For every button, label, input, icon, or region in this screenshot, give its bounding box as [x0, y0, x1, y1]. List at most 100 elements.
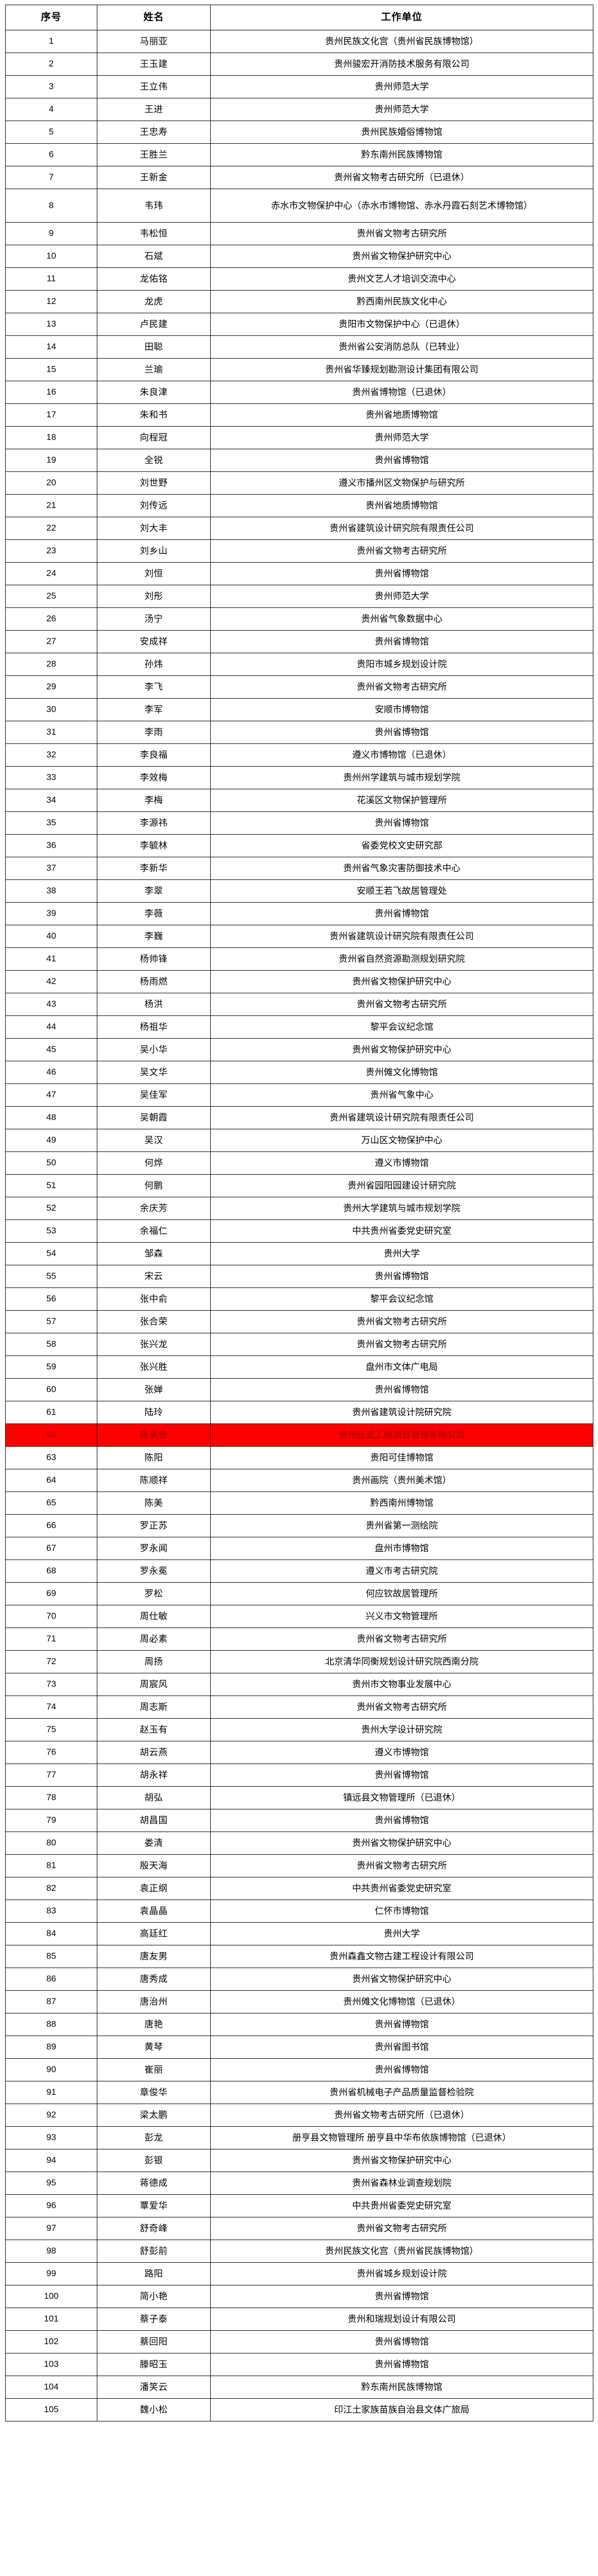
table-row[interactable]: 77 胡永祥 贵州省博物馆 — [5, 1764, 593, 1787]
table-row[interactable]: 96 覃爱华 中共贵州省委党史研究室 — [5, 2194, 593, 2217]
table-row[interactable]: 27 安成祥 贵州省博物馆 — [5, 630, 593, 653]
table-row[interactable]: 29 李飞 贵州省文物考古研究所 — [5, 675, 593, 699]
table-row[interactable]: 44 杨祖华 黎平会议纪念馆 — [5, 1015, 593, 1039]
table-row[interactable]: 16 朱良津 贵州省博物馆（已退休） — [5, 381, 593, 404]
table-row[interactable]: 66 罗正苏 贵州省第一测绘院 — [5, 1514, 593, 1537]
table-row[interactable]: 24 刘恒 贵州省博物馆 — [5, 562, 593, 585]
table-row[interactable]: 47 吴佳军 贵州省气象中心 — [5, 1083, 593, 1107]
table-row[interactable]: 25 刘彤 贵州师范大学 — [5, 585, 593, 608]
table-row[interactable]: 42 杨雨燃 贵州省文物保护研究中心 — [5, 970, 593, 993]
table-row[interactable]: 97 舒奇峰 贵州省文物考古研究所 — [5, 2217, 593, 2240]
table-row[interactable]: 22 刘大丰 贵州省建筑设计研究院有限责任公司 — [5, 517, 593, 540]
table-row[interactable]: 10 石斌 贵州省文物保护研究中心 — [5, 245, 593, 268]
table-row[interactable]: 69 罗松 何应钦故居管理所 — [5, 1582, 593, 1605]
table-row[interactable]: 88 唐艳 贵州省博物馆 — [5, 2013, 593, 2036]
table-row[interactable]: 35 李源祎 贵州省博物馆 — [5, 811, 593, 835]
table-row[interactable]: 31 李雨 贵州省博物馆 — [5, 721, 593, 744]
table-row[interactable]: 90 崔丽 贵州省博物馆 — [5, 2058, 593, 2081]
table-row[interactable]: 37 李新华 贵州省气象灾害防御技术中心 — [5, 857, 593, 880]
table-row[interactable]: 12 龙虎 黔西南州民族文化中心 — [5, 290, 593, 313]
table-row[interactable]: 82 袁正纲 中共贵州省委党史研究室 — [5, 1877, 593, 1900]
table-row[interactable]: 98 舒彭前 贵州民族文化宫（贵州省民族博物馆） — [5, 2240, 593, 2263]
table-row[interactable]: 51 何鹏 贵州省园阳园建设计研究院 — [5, 1174, 593, 1197]
table-row[interactable]: 85 唐友男 贵州森鑫文物古建工程设计有限公司 — [5, 1945, 593, 1968]
table-row[interactable]: 41 杨帅锋 贵州省自然资源勘测规划研究院 — [5, 947, 593, 971]
table-row[interactable]: 23 刘乡山 贵州省文物考古研究所 — [5, 539, 593, 563]
table-row[interactable]: 78 胡弘 镇远县文物管理所（已退休） — [5, 1786, 593, 1809]
table-row[interactable]: 54 邹森 贵州大学 — [5, 1242, 593, 1265]
table-row[interactable]: 81 殷天海 贵州省文物考古研究所 — [5, 1854, 593, 1877]
table-row[interactable]: 100 简小艳 贵州省博物馆 — [5, 2285, 593, 2308]
table-row[interactable]: 102 蔡回阳 贵州省博物馆 — [5, 2330, 593, 2353]
table-row[interactable]: 103 滕昭玉 贵州省博物馆 — [5, 2353, 593, 2376]
table-row[interactable]: 52 余庆芳 贵州大学建筑与城市规划学院 — [5, 1197, 593, 1220]
table-row[interactable]: 6 王胜兰 黔东南州民族博物馆 — [5, 143, 593, 166]
table-row[interactable]: 60 张婵 贵州省博物馆 — [5, 1378, 593, 1401]
table-row[interactable]: 65 陈美 黔西南州博物馆 — [5, 1492, 593, 1515]
table-row[interactable]: 46 吴文华 贵州傩文化博物馆 — [5, 1061, 593, 1084]
table-row[interactable]: 43 杨洪 贵州省文物考古研究所 — [5, 993, 593, 1016]
table-row[interactable]: 1 马丽亚 贵州民族文化宫（贵州省民族博物馆） — [5, 30, 593, 53]
table-row[interactable]: 68 罗永冕 遵义市考古研究院 — [5, 1560, 593, 1583]
table-row[interactable]: 53 余福仁 中共贵州省委党史研究室 — [5, 1219, 593, 1243]
table-row[interactable]: 13 卢民建 贵阳市文物保护中心（已退休） — [5, 313, 593, 336]
table-row[interactable]: 93 彭龙 册亨县文物管理所 册亨县中华布依族博物馆（已退休） — [5, 2126, 593, 2149]
table-row[interactable]: 91 章俊华 贵州省机械电子产品质量监督检验院 — [5, 2081, 593, 2104]
table-row[interactable]: 26 汤宁 贵州省气象数据中心 — [5, 607, 593, 631]
table-row[interactable]: 70 周仕敏 兴义市文物管理所 — [5, 1605, 593, 1628]
table-row[interactable]: 5 王忠寿 贵州民族婚俗博物馆 — [5, 121, 593, 144]
table-row[interactable]: 36 李毓林 省委党校文史研究部 — [5, 834, 593, 857]
table-row[interactable]: 99 路阳 贵州省城乡规划设计院 — [5, 2262, 593, 2285]
table-row[interactable]: 30 李军 安顺市博物馆 — [5, 698, 593, 721]
table-row[interactable]: 62 陈英会 贵州弘波工程项目管理有限公司 — [5, 1423, 593, 1447]
table-row[interactable]: 83 袁晶晶 仁怀市博物馆 — [5, 1900, 593, 1923]
table-row[interactable]: 28 孙炜 贵阳市城乡规划设计院 — [5, 653, 593, 676]
table-row[interactable]: 61 陆玲 贵州省建筑设计院研究院 — [5, 1401, 593, 1424]
table-row[interactable]: 71 周必素 贵州省文物考古研究所 — [5, 1628, 593, 1651]
table-row[interactable]: 33 李效梅 贵州州学建筑与城市规划学院 — [5, 766, 593, 789]
table-row[interactable]: 92 梁太鹏 贵州省文物考古研究所（已退休） — [5, 2104, 593, 2127]
table-row[interactable]: 7 王新金 贵州省文物考古研究所（已退休） — [5, 166, 593, 189]
table-row[interactable]: 56 张中俞 黎平会议纪念馆 — [5, 1287, 593, 1311]
table-row[interactable]: 95 蒋德成 贵州省森林业调查规划院 — [5, 2172, 593, 2195]
table-row[interactable]: 14 田聪 贵州省公安消防总队（已转业） — [5, 335, 593, 359]
table-row[interactable]: 19 全锐 贵州省博物馆 — [5, 449, 593, 472]
table-row[interactable]: 50 何烨 遵义市博物馆 — [5, 1151, 593, 1175]
table-row[interactable]: 101 蔡子泰 贵州和瑞规划设计有限公司 — [5, 2308, 593, 2331]
table-row[interactable]: 72 周扬 北京清华同衡规划设计研究院西南分院 — [5, 1650, 593, 1673]
table-row[interactable]: 74 周志斯 贵州省文物考古研究所 — [5, 1696, 593, 1719]
table-row[interactable]: 48 吴朝霞 贵州省建筑设计研究院有限责任公司 — [5, 1106, 593, 1129]
table-row[interactable]: 76 胡云燕 遵义市博物馆 — [5, 1741, 593, 1764]
table-row[interactable]: 9 韦松恒 贵州省文物考古研究所 — [5, 222, 593, 245]
table-row[interactable]: 75 赵玉有 贵州大学设计研究院 — [5, 1718, 593, 1741]
table-row[interactable]: 2 王玉建 贵州骏宏开消防技术服务有限公司 — [5, 53, 593, 76]
table-row[interactable]: 8 韦玮 赤水市文物保护中心（赤水市博物馆、赤水丹霞石刻艺术博物馆） — [5, 189, 593, 223]
table-row[interactable]: 45 吴小华 贵州省文物保护研究中心 — [5, 1038, 593, 1061]
table-row[interactable]: 105 魏小松 印江土家族苗族自治县文体广旅局 — [5, 2398, 593, 2421]
table-row[interactable]: 18 向程冠 贵州师范大学 — [5, 426, 593, 449]
table-row[interactable]: 80 娄清 贵州省文物保护研究中心 — [5, 1832, 593, 1855]
table-row[interactable]: 104 潘笑云 黔东南州民族博物馆 — [5, 2376, 593, 2399]
table-row[interactable]: 11 龙佑铭 贵州文艺人才培训交流中心 — [5, 267, 593, 291]
table-row[interactable]: 73 周宸风 贵州市文物事业发展中心 — [5, 1673, 593, 1696]
table-row[interactable]: 59 张兴胜 盘州市文体广电局 — [5, 1355, 593, 1379]
table-row[interactable]: 21 刘传远 贵州省地质博物馆 — [5, 494, 593, 517]
table-row[interactable]: 38 李翠 安顺王若飞故居管理处 — [5, 879, 593, 903]
table-row[interactable]: 94 彭银 贵州省文物保护研究中心 — [5, 2149, 593, 2172]
table-row[interactable]: 3 王立伟 贵州师范大学 — [5, 75, 593, 98]
table-row[interactable]: 39 李薇 贵州省博物馆 — [5, 902, 593, 925]
table-row[interactable]: 55 宋云 贵州省博物馆 — [5, 1265, 593, 1288]
table-row[interactable]: 32 李良福 遵义市博物馆（已退休） — [5, 743, 593, 767]
table-row[interactable]: 84 高廷红 贵州大学 — [5, 1922, 593, 1945]
table-row[interactable]: 89 黄琴 贵州省图书馆 — [5, 2036, 593, 2059]
table-row[interactable]: 49 吴汉 万山区文物保护中心 — [5, 1129, 593, 1152]
table-row[interactable]: 17 朱和书 贵州省地质博物馆 — [5, 403, 593, 427]
table-row[interactable]: 79 胡昌国 贵州省博物馆 — [5, 1809, 593, 1832]
table-row[interactable]: 63 陈阳 贵阳可佳博物馆 — [5, 1446, 593, 1469]
table-row[interactable]: 4 王进 贵州师范大学 — [5, 98, 593, 121]
table-row[interactable]: 86 唐秀成 贵州省文物保护研究中心 — [5, 1968, 593, 1991]
table-row[interactable]: 34 李梅 花溪区文物保护管理所 — [5, 789, 593, 812]
table-row[interactable]: 64 陈顺祥 贵州画院（贵州美术馆） — [5, 1469, 593, 1492]
table-row[interactable]: 58 张兴龙 贵州省文物考古研究所 — [5, 1333, 593, 1356]
table-row[interactable]: 87 唐治州 贵州傩文化博物馆（已退休） — [5, 1990, 593, 2013]
